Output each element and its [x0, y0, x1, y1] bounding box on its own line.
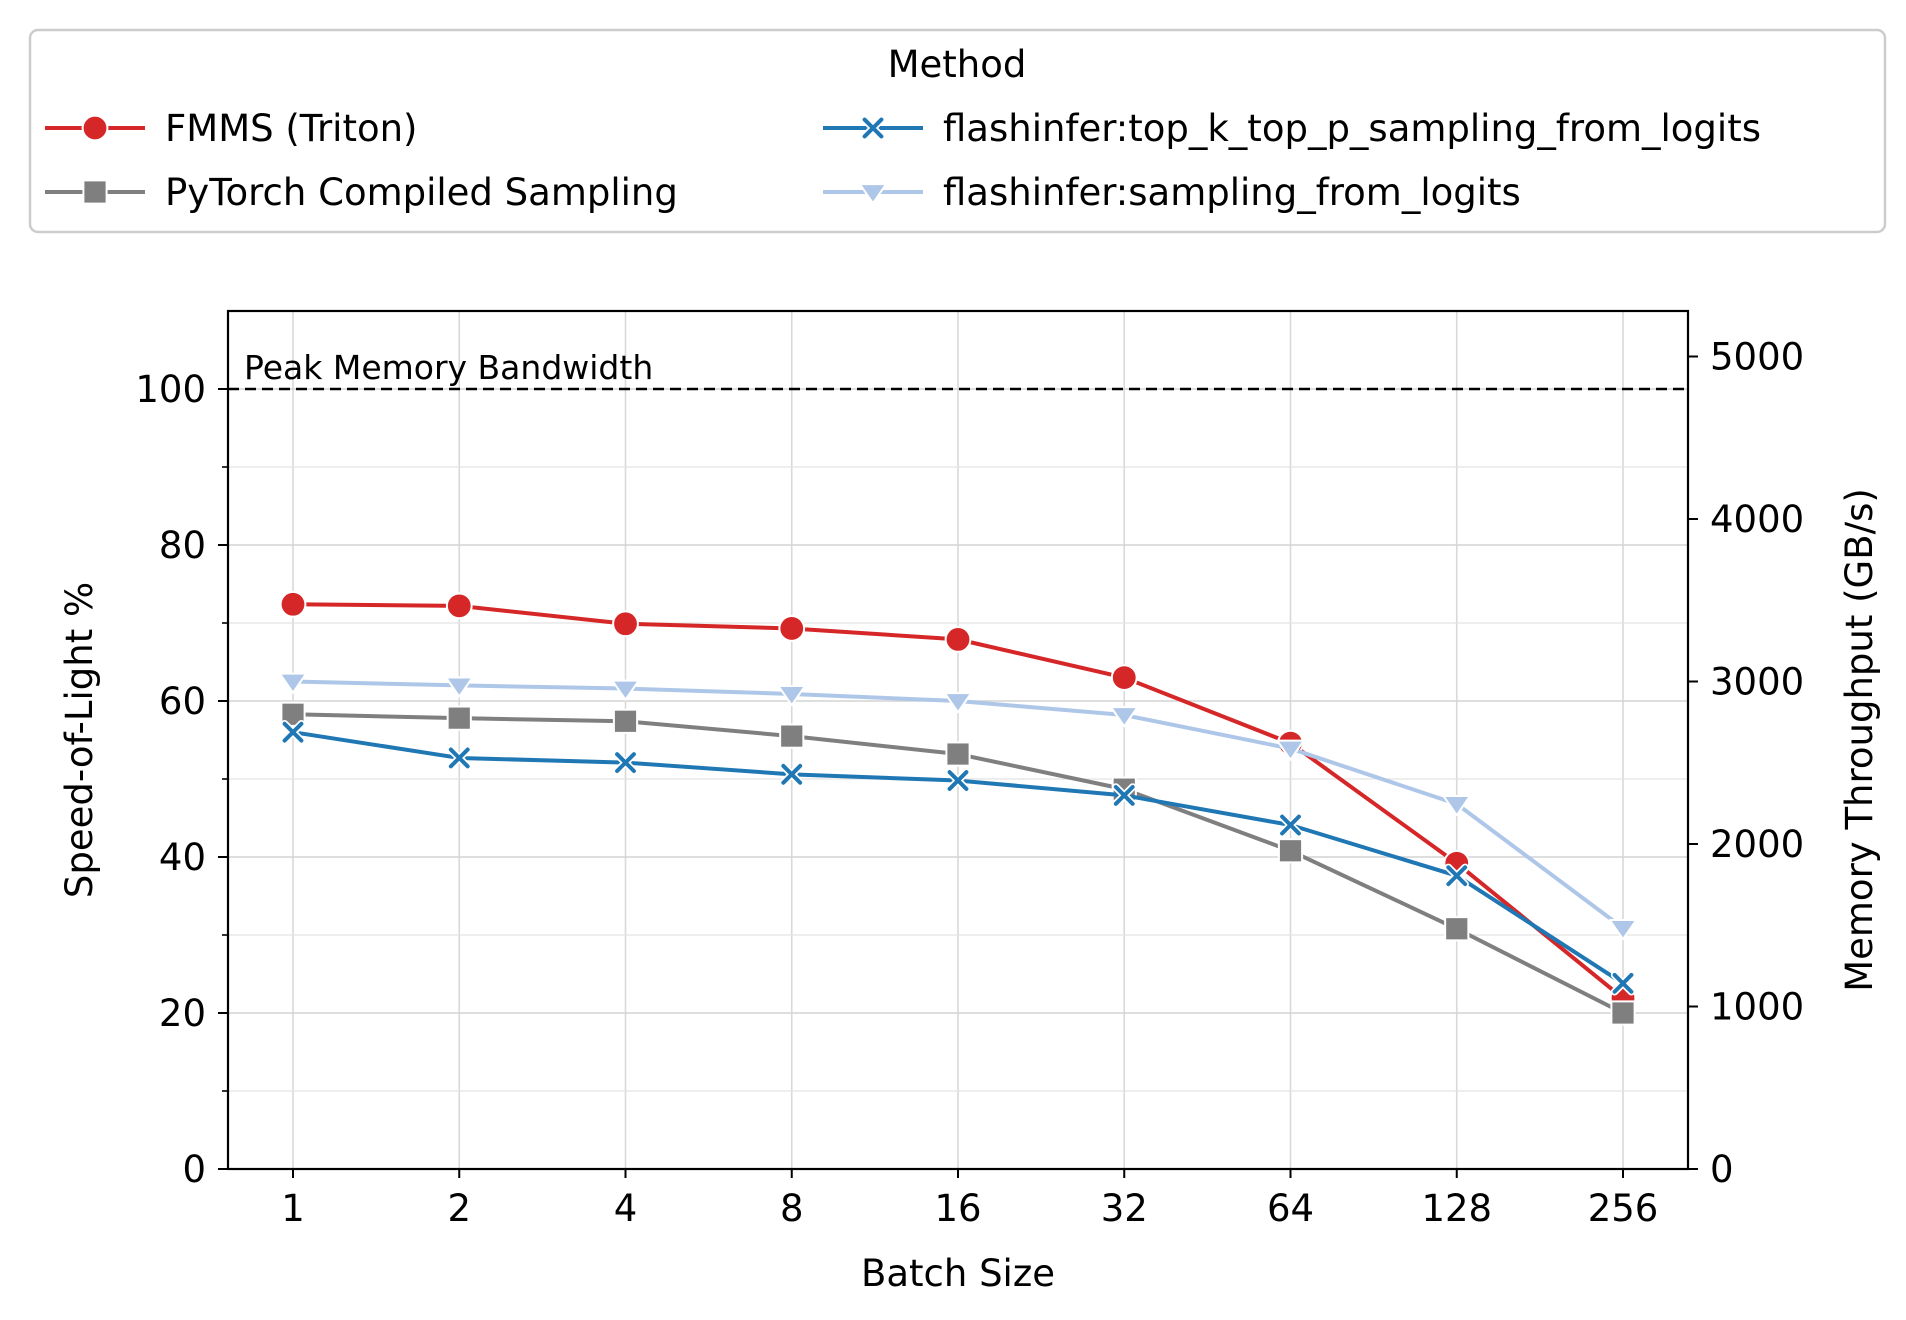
y2-tick-label: 3000 [1710, 661, 1804, 704]
data-point [1276, 739, 1305, 761]
data-point [943, 692, 973, 714]
marker-x-stroke [1612, 972, 1634, 994]
marker-x-stroke [1113, 784, 1135, 806]
y2-tick-label: 2000 [1710, 823, 1804, 866]
data-point [613, 750, 638, 775]
x-tick-label: 2 [447, 1187, 471, 1230]
data-point [779, 723, 805, 749]
marker-x-stroke [1446, 865, 1468, 887]
reference-line-group: Peak Memory Bandwidth [228, 348, 1688, 391]
data-point [1278, 812, 1303, 838]
data-point [1112, 783, 1137, 808]
y2-tick-label: 0 [1710, 1148, 1734, 1191]
y-tick-label: 40 [159, 836, 206, 879]
data-point [279, 590, 307, 618]
y2-tick-label: 4000 [1710, 498, 1804, 541]
data-point [1277, 838, 1304, 864]
data-point [1110, 706, 1139, 728]
legend-marker [860, 115, 886, 141]
x-tick-label: 64 [1267, 1187, 1314, 1230]
series-flashinfer-top-k-top-p-sampling-from-logits [280, 720, 1636, 996]
series-flashinfer-sampling-from-logits [278, 672, 1638, 941]
data-point [777, 685, 806, 707]
data-point [779, 762, 804, 787]
data-point [280, 720, 306, 745]
legend-label: flashinfer:sampling_from_logits [943, 171, 1521, 214]
data-point [1444, 863, 1469, 888]
marker-x-stroke [947, 770, 969, 791]
x-tick-label: 1 [281, 1187, 305, 1230]
data-point [612, 708, 639, 734]
x-tick-label: 128 [1421, 1187, 1492, 1230]
data-point [778, 615, 806, 642]
x-tick-label: 32 [1101, 1187, 1148, 1230]
data-point [447, 745, 472, 771]
y2-tick-label: 5000 [1710, 336, 1804, 379]
x-tick-label: 16 [934, 1187, 981, 1230]
y-tick-label: 0 [182, 1148, 206, 1191]
y-axis-label: Speed-of-Light % [58, 582, 101, 898]
legend-label: PyTorch Compiled Sampling [165, 171, 678, 214]
x-tick-label: 4 [614, 1187, 638, 1230]
legend-marker [82, 179, 108, 205]
legend-marker [858, 183, 888, 205]
data-point [1610, 1000, 1636, 1026]
marker-x-stroke [781, 763, 803, 785]
axes: 1 2 4 8 16 32 64 128 256020406080100010002000300… [135, 336, 1804, 1231]
data-point [1444, 916, 1470, 942]
data-point [1110, 664, 1138, 691]
x-axis-label: Batch Size [861, 1252, 1055, 1295]
y2-axis-label: Memory Throughput (GB/s) [1838, 488, 1881, 992]
data-point [945, 768, 971, 793]
x-tick-label: 256 [1588, 1187, 1659, 1230]
y-tick-label: 20 [159, 992, 206, 1035]
marker-x-stroke [282, 721, 304, 743]
y-tick-label: 100 [135, 368, 206, 411]
y-tick-label: 60 [159, 680, 206, 723]
data-point [1608, 919, 1638, 941]
legend-entry: flashinfer:top_k_top_p_sampling_from_log… [823, 107, 1761, 150]
series-group [278, 590, 1638, 1026]
data-point [945, 741, 971, 767]
data-point [445, 592, 473, 620]
legend-title: Method [888, 43, 1027, 86]
marker-x-stroke [615, 752, 636, 774]
data-point [612, 610, 639, 638]
grid [228, 311, 1688, 1169]
legend-marker [81, 114, 109, 142]
legend-label: flashinfer:top_k_top_p_sampling_from_log… [943, 107, 1761, 150]
marker-x-stroke [448, 747, 470, 769]
x-tick-label: 8 [780, 1187, 804, 1230]
legend-entry: PyTorch Compiled Sampling [45, 171, 678, 214]
data-point [278, 672, 308, 694]
data-point [446, 705, 472, 731]
legend-frame [28, 28, 1887, 234]
data-point [1442, 795, 1471, 817]
series-pytorch-compiled-sampling [280, 701, 1636, 1026]
y-tick-label: 80 [159, 524, 206, 567]
legend: Method FMMS (Triton) PyTorch Compiled Sam… [28, 28, 1887, 234]
y2-tick-label: 1000 [1710, 986, 1804, 1029]
data-point [611, 679, 640, 701]
marker-x-stroke [862, 117, 884, 139]
data-point [944, 625, 972, 653]
legend-entry: flashinfer:sampling_from_logits [823, 171, 1521, 214]
data-point [445, 676, 474, 698]
legend-label: FMMS (Triton) [165, 107, 418, 150]
data-point [280, 701, 306, 727]
data-point [1610, 971, 1636, 996]
marker-x-stroke [1280, 814, 1301, 836]
legend-entry: FMMS (Triton) [45, 107, 418, 150]
peak-bandwidth-label: Peak Memory Bandwidth [244, 348, 653, 387]
